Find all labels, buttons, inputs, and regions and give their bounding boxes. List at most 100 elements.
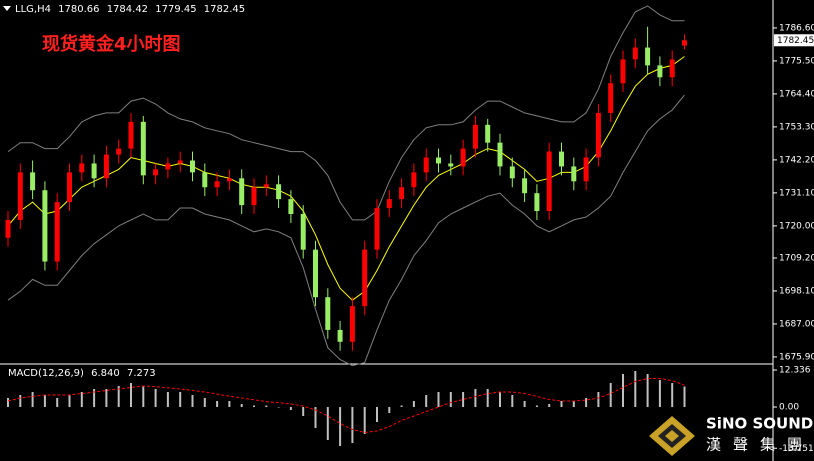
logo-name: SiNO SOUND bbox=[706, 415, 813, 433]
macd-bar bbox=[363, 407, 366, 435]
chart-title: 现货黄金4小时图 bbox=[42, 33, 181, 55]
candle-body bbox=[509, 166, 515, 179]
candle-body bbox=[288, 199, 294, 214]
candle-body bbox=[349, 306, 355, 342]
y-tick-label: 1675.90 bbox=[779, 352, 814, 362]
candle-body bbox=[202, 172, 208, 188]
candle-body bbox=[386, 199, 392, 209]
macd-bar bbox=[56, 398, 59, 408]
candle-body bbox=[5, 219, 11, 238]
macd-header: MACD(12,26,9) 6.840 7.273 bbox=[8, 368, 156, 379]
candle-body bbox=[399, 187, 405, 200]
macd-bar bbox=[585, 398, 588, 408]
candle-body bbox=[190, 160, 195, 173]
candle-body bbox=[657, 65, 663, 78]
macd-bar bbox=[437, 392, 440, 408]
macd-bar bbox=[19, 395, 22, 408]
candle-body bbox=[669, 59, 675, 78]
macd-bar bbox=[572, 401, 575, 408]
candle-body bbox=[682, 40, 687, 46]
macd-bar bbox=[166, 392, 169, 408]
macd-bar bbox=[326, 407, 329, 441]
candle-body bbox=[128, 121, 134, 149]
macd-bar bbox=[339, 407, 342, 447]
candle-body bbox=[337, 329, 343, 342]
macd-bar bbox=[68, 395, 71, 408]
price-marker: 1782.45 bbox=[777, 36, 814, 46]
macd-bar bbox=[671, 383, 674, 408]
macd-bar bbox=[240, 404, 243, 408]
macd-bar bbox=[449, 392, 452, 408]
macd-bar bbox=[597, 392, 600, 408]
candle-body bbox=[226, 178, 232, 182]
macd-bar bbox=[683, 386, 686, 408]
candle-body bbox=[67, 172, 72, 203]
candle-body bbox=[239, 178, 245, 206]
candle-body bbox=[251, 187, 257, 206]
candle-body bbox=[42, 190, 48, 262]
candle-body bbox=[645, 47, 651, 66]
candle-body bbox=[632, 47, 638, 60]
macd-bar bbox=[7, 398, 9, 408]
candle-body bbox=[103, 154, 109, 179]
macd-bar bbox=[351, 407, 354, 444]
close-value: 1782.45 bbox=[204, 4, 245, 15]
candle-body bbox=[522, 178, 528, 194]
candle-body bbox=[583, 157, 589, 182]
candle-body bbox=[153, 169, 159, 176]
y-tick-label: 1764.40 bbox=[779, 89, 814, 99]
macd-bar bbox=[179, 392, 182, 408]
candle-body bbox=[177, 160, 183, 164]
macd-bar bbox=[609, 383, 612, 408]
macd-bar bbox=[425, 395, 428, 408]
macd-bar bbox=[548, 404, 551, 408]
macd-bar bbox=[203, 398, 206, 408]
candle-body bbox=[263, 184, 269, 188]
macd-bar bbox=[43, 395, 46, 408]
macd-bar bbox=[191, 395, 194, 408]
macd-bar bbox=[646, 374, 649, 408]
macd-bar bbox=[130, 383, 132, 408]
macd-bar bbox=[634, 371, 637, 408]
macd-bar bbox=[289, 407, 292, 411]
y-tick-label: 1786.60 bbox=[779, 23, 814, 33]
macd-bar bbox=[93, 389, 96, 408]
indicator-line bbox=[7, 378, 685, 434]
candle-body bbox=[411, 172, 417, 188]
y-tick-label: 1742.20 bbox=[779, 155, 814, 165]
candle-body bbox=[325, 297, 331, 330]
logo-chinese: 漢聲集團 bbox=[706, 436, 814, 454]
y-tick-label: 1775.50 bbox=[779, 56, 814, 66]
candle-body bbox=[436, 157, 441, 164]
candle-body bbox=[140, 121, 146, 176]
y-tick-label: 1753.30 bbox=[779, 122, 814, 132]
macd-bar bbox=[105, 389, 108, 408]
candle-body bbox=[165, 163, 171, 170]
macd-bar bbox=[277, 407, 280, 408]
macd-label: MACD(12,26,9) bbox=[8, 368, 84, 379]
candle-body bbox=[559, 151, 564, 167]
macd-bar bbox=[658, 380, 661, 408]
candle-body bbox=[313, 249, 318, 298]
logo-icon-core bbox=[665, 430, 679, 442]
y-tick-label: 1687.00 bbox=[779, 319, 814, 329]
candle-body bbox=[460, 148, 466, 167]
indicator-line bbox=[7, 5, 685, 221]
macd-bar bbox=[117, 386, 120, 408]
candle-body bbox=[497, 142, 503, 167]
macd-bar bbox=[474, 389, 477, 408]
candle-body bbox=[276, 184, 282, 200]
macd-bar bbox=[265, 405, 268, 408]
macd-bar bbox=[376, 407, 378, 423]
candle-body bbox=[214, 181, 220, 188]
macd-bar bbox=[622, 374, 624, 408]
candle-body bbox=[423, 157, 429, 173]
open-value: 1780.66 bbox=[58, 4, 99, 15]
candle-body bbox=[300, 213, 306, 250]
high-value: 1784.42 bbox=[107, 4, 148, 15]
signal-value: 7.273 bbox=[127, 368, 156, 379]
y-tick-label: 1731.10 bbox=[779, 188, 814, 198]
candle-body bbox=[54, 202, 60, 262]
